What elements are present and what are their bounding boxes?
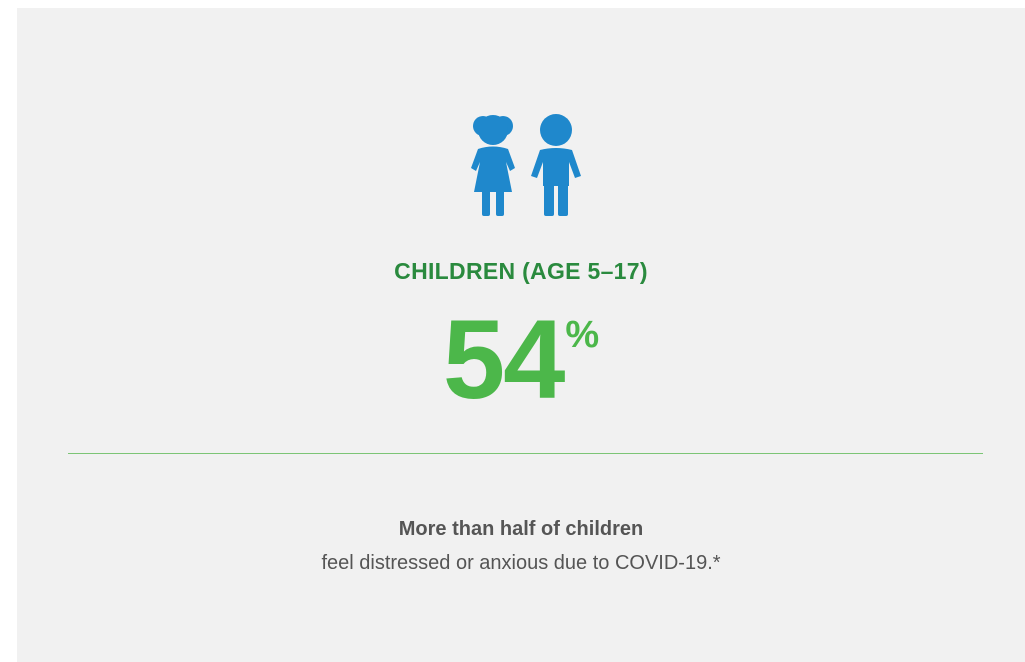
- category-label: CHILDREN (AGE 5–17): [394, 258, 648, 284]
- stat-unit: %: [565, 314, 600, 356]
- description-headline: More than half of children: [398, 518, 644, 540]
- statistic: 54%: [17, 304, 1025, 416]
- divider: [68, 453, 983, 454]
- stat-card: CHILDREN (AGE 5–17) 54% More than half o…: [17, 8, 1025, 662]
- stat-value: 54: [442, 297, 566, 422]
- description-body: feel distressed or anxious due to COVID-…: [321, 552, 721, 574]
- children-icon: [458, 104, 588, 220]
